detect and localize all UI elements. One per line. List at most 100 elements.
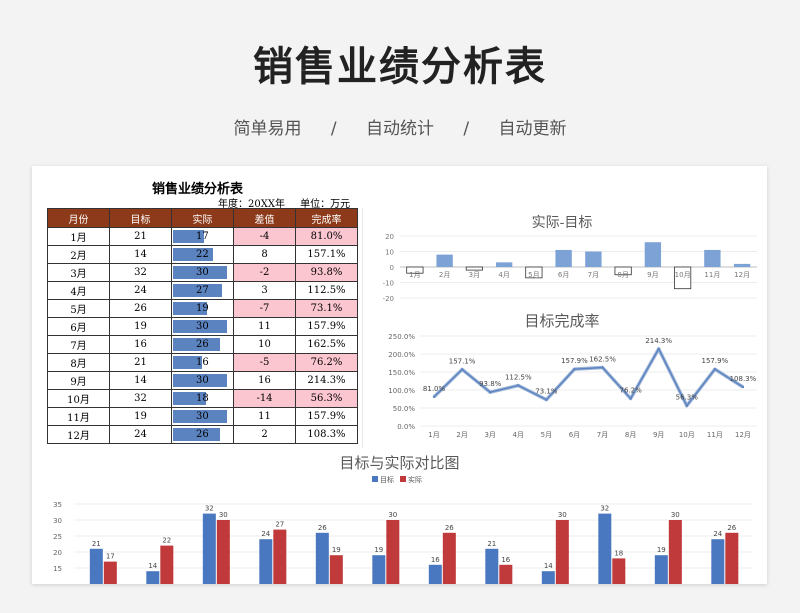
data-label: 19 <box>657 546 666 554</box>
sales-table: 月份 目标 实际 差值 完成率 1月 21 17 -4 81.0% 2月 14 22 8 157.… <box>47 208 358 444</box>
data-label: 108.3% <box>730 375 757 383</box>
data-label: 76.2% <box>620 387 643 395</box>
x-tick-label: 6月 <box>558 271 569 279</box>
bar <box>485 548 499 584</box>
data-label: 21 <box>92 540 101 548</box>
data-label: 16 <box>501 556 510 564</box>
bar <box>315 532 329 584</box>
table-row: 1月 21 17 -4 81.0% <box>47 227 358 246</box>
data-bar <box>173 230 204 243</box>
cell-diff: 3 <box>233 281 296 300</box>
legend-swatch <box>372 476 378 482</box>
table-row: 5月 26 19 -7 73.1% <box>47 299 358 318</box>
data-point <box>489 391 492 394</box>
cell-diff: 11 <box>233 407 296 426</box>
legend-label: 目标 <box>380 475 394 484</box>
data-label: 17 <box>106 553 115 561</box>
data-point <box>545 398 548 401</box>
cell-diff: -4 <box>233 227 296 246</box>
y-tick-label: 200.0% <box>388 351 415 359</box>
data-point <box>629 397 632 400</box>
cell-rate: 81.0% <box>295 227 358 246</box>
cell-rate: 157.9% <box>295 317 358 336</box>
chart-rate: 250.0% 200.0% 150.0% 100.0% 50.0% 0.0% 81.0% 1月… <box>388 333 757 439</box>
chart-rate-title: 目标完成率 <box>524 312 600 330</box>
cell-actual: 22 <box>171 245 234 264</box>
bar <box>146 571 160 584</box>
cell-diff: 8 <box>233 245 296 264</box>
cell-actual-value: 18 <box>196 393 209 404</box>
table-row: 12月 24 26 2 108.3% <box>47 425 358 444</box>
bar <box>733 263 751 267</box>
cell-rate: 112.5% <box>295 281 358 300</box>
data-label: 19 <box>332 546 341 554</box>
bar <box>495 262 513 267</box>
cell-month: 1月 <box>47 227 110 246</box>
bar <box>372 555 386 584</box>
x-tick-label: 1月 <box>428 431 439 439</box>
cell-target: 21 <box>109 353 172 372</box>
cell-rate: 157.9% <box>295 407 358 426</box>
cell-rate: 162.5% <box>295 335 358 354</box>
bar <box>442 532 456 584</box>
cell-actual: 18 <box>171 389 234 408</box>
table-header-row: 月份 目标 实际 差值 完成率 <box>47 208 358 228</box>
bar <box>89 548 103 584</box>
divider <box>362 208 363 448</box>
y-tick-label: 30 <box>53 517 62 525</box>
cell-month: 10月 <box>47 389 110 408</box>
bar <box>525 266 543 279</box>
cell-actual-value: 30 <box>196 267 209 278</box>
cell-month: 11月 <box>47 407 110 426</box>
data-bar <box>173 302 208 315</box>
cell-month: 9月 <box>47 371 110 390</box>
bar <box>555 249 572 267</box>
x-tick-label: 11月 <box>707 431 723 439</box>
cell-month: 4月 <box>47 281 110 300</box>
x-tick-label: 7月 <box>597 431 608 439</box>
data-label: 26 <box>445 524 454 532</box>
data-point <box>460 368 464 371</box>
cell-target: 32 <box>109 389 172 408</box>
data-label: 157.1% <box>449 357 476 365</box>
col-header-target: 目标 <box>109 208 172 228</box>
y-tick-label: 25 <box>53 533 62 541</box>
data-bar <box>173 428 221 441</box>
data-label: 32 <box>205 505 214 513</box>
data-label: 30 <box>388 511 397 519</box>
data-bar <box>173 392 206 405</box>
cell-month: 2月 <box>47 245 110 264</box>
cell-actual: 27 <box>171 281 234 300</box>
hero-title: 销售业绩分析表 <box>253 44 547 90</box>
bar <box>704 249 721 267</box>
cell-actual: 30 <box>171 263 234 282</box>
data-point <box>432 395 436 399</box>
x-tick-label: 5月 <box>528 271 539 279</box>
col-header-month: 月份 <box>47 208 110 228</box>
y-tick-label: 100.0% <box>388 387 415 395</box>
bar <box>612 558 626 584</box>
data-point <box>573 367 576 371</box>
bar <box>614 266 632 276</box>
table-title: 销售业绩分析表 <box>152 182 244 197</box>
cell-diff: 10 <box>233 335 296 354</box>
data-label: 93.8% <box>479 380 502 388</box>
data-label: 21 <box>487 540 496 548</box>
data-point <box>741 385 745 389</box>
cell-month: 8月 <box>47 353 110 372</box>
cell-diff: 16 <box>233 371 296 390</box>
data-point <box>713 367 717 371</box>
cell-rate: 76.2% <box>295 353 358 372</box>
x-tick-label: 6月 <box>569 431 580 439</box>
y-tick-label: 20 <box>53 549 62 557</box>
table-row: 4月 24 27 3 112.5% <box>47 281 358 300</box>
cell-actual-value: 30 <box>196 375 209 386</box>
x-tick-label: 11月 <box>704 271 720 279</box>
legend-swatch <box>400 476 406 482</box>
hero-tags: 简单易用 / 自动统计 / 自动更新 <box>0 114 800 139</box>
bar <box>668 520 682 584</box>
data-label: 26 <box>727 524 736 532</box>
y-tick-label: 35 <box>53 501 62 509</box>
data-label: 24 <box>713 530 722 538</box>
x-tick-label: 10月 <box>679 431 695 439</box>
